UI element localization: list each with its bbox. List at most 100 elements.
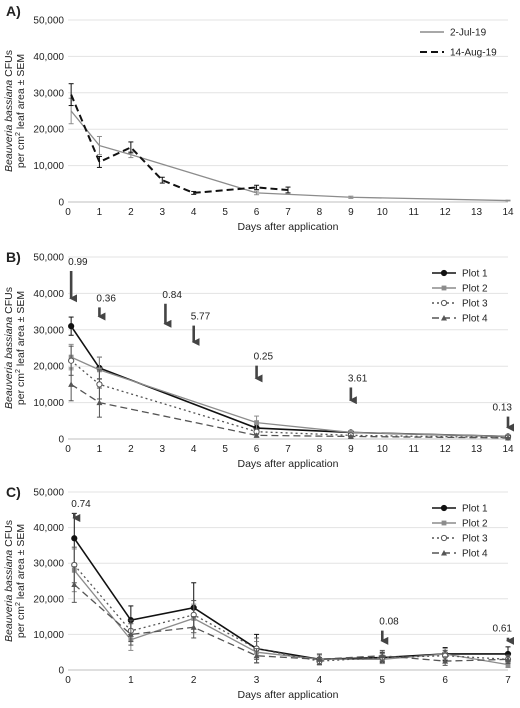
y-label-per: per cm (15, 373, 27, 405)
annotation-arrow: 0.36 (96, 293, 116, 321)
data-point (347, 433, 354, 439)
y-label-superscript: 2 (15, 132, 22, 136)
data-point (127, 631, 134, 637)
x-tick-label: 12 (440, 207, 452, 218)
y-label-superscript: 2 (15, 602, 22, 606)
y-tick-label: 40,000 (33, 523, 64, 534)
y-label-organism: Beauveria bassiana (3, 80, 15, 172)
x-tick-label: 5 (380, 675, 386, 686)
x-tick-label: 9 (348, 444, 354, 455)
x-tick-label: 0 (65, 675, 71, 686)
panel-label: A) (6, 3, 21, 19)
annotation-arrow: 0.13 (493, 403, 514, 432)
x-tick-label: 13 (471, 207, 483, 218)
annotation-label: 0.36 (96, 293, 116, 304)
data-point (96, 399, 103, 406)
x-tick-label: 1 (128, 675, 134, 686)
x-tick-label: 6 (254, 444, 260, 455)
annotation-label: 0.61 (493, 624, 513, 635)
legend-label: Plot 2 (462, 519, 488, 530)
x-tick-label: 12 (440, 444, 452, 455)
series-line (70, 94, 289, 194)
series-plot-3 (71, 546, 512, 666)
y-label-organism: Beauveria bassiana (3, 550, 15, 642)
data-point (505, 434, 511, 441)
x-tick-label: 7 (505, 675, 511, 686)
data-point (442, 658, 449, 664)
series-plot-2 (71, 548, 511, 669)
y-label-unit: CFUs (3, 520, 15, 550)
y-label-unit: CFUs (3, 287, 15, 317)
legend-marker (441, 550, 447, 556)
annotation-arrow: 0.61 (493, 624, 514, 645)
y-label-rest: leaf area ± SEM (15, 54, 27, 132)
x-tick-label: 1 (97, 444, 103, 455)
legend-marker (440, 534, 448, 542)
y-tick-label: 10,000 (33, 398, 64, 409)
x-tick-label: 0 (65, 444, 71, 455)
x-tick-label: 4 (317, 675, 323, 686)
x-tick-label: 8 (317, 207, 323, 218)
annotation-arrow: 0.99 (68, 257, 88, 303)
legend-label: Plot 4 (462, 549, 488, 560)
x-axis-label: Days after application (238, 689, 339, 701)
y-axis-label-line1: Beauveria bassiana CFUs (3, 520, 15, 642)
annotation-arrow: 0.25 (254, 352, 273, 383)
x-tick-label: 6 (442, 675, 448, 686)
x-tick-label: 7 (285, 444, 291, 455)
x-tick-label: 11 (409, 207, 420, 218)
y-label-rest: leaf area ± SEM (15, 524, 27, 602)
x-tick-label: 3 (160, 444, 166, 455)
data-point (254, 420, 259, 426)
legend-marker (441, 285, 447, 291)
annotation-label: 3.61 (348, 373, 368, 384)
x-tick-label: 3 (254, 675, 260, 686)
y-tick-label: 30,000 (33, 559, 64, 570)
x-tick-label: 1 (97, 207, 103, 218)
annotation-label: 0.84 (162, 290, 182, 301)
y-tick-label: 10,000 (33, 161, 64, 172)
y-label-per: per cm (15, 136, 27, 168)
y-tick-label: 50,000 (33, 16, 64, 27)
y-axis-label-line1: Beauveria bassiana CFUs (3, 287, 15, 409)
series-plot-4 (71, 566, 511, 666)
legend-marker (440, 504, 448, 512)
legend-label: 2-Jul-19 (450, 28, 487, 39)
data-point (68, 381, 75, 387)
data-point (505, 656, 511, 662)
y-tick-label: 0 (58, 666, 64, 677)
x-tick-label: 4 (191, 444, 197, 455)
data-point (505, 662, 511, 668)
x-tick-label: 2 (128, 207, 134, 218)
y-tick-label: 0 (58, 198, 64, 209)
y-tick-label: 20,000 (33, 362, 64, 373)
series-line (73, 584, 509, 662)
y-tick-label: 30,000 (33, 88, 64, 99)
annotation-label: 0.99 (68, 257, 88, 268)
x-tick-label: 14 (502, 207, 514, 218)
x-axis-label: Days after application (238, 458, 339, 470)
y-tick-label: 0 (58, 435, 64, 446)
legend-marker (441, 520, 447, 526)
x-tick-label: 4 (191, 207, 197, 218)
x-tick-label: 2 (128, 444, 134, 455)
series-line (70, 325, 509, 438)
panel-label: B) (6, 249, 21, 265)
legend-label: Plot 1 (462, 504, 488, 515)
annotation-label: 0.08 (379, 617, 399, 628)
legend-marker (440, 299, 448, 307)
legend-marker (440, 269, 448, 277)
y-axis-label-line1: Beauveria bassiana CFUs (3, 50, 15, 172)
y-axis-label-line2: per cm2 leaf area ± SEM (15, 524, 27, 638)
legend: Plot 1 Plot 2 Plot 3 Plot 4 (432, 269, 488, 325)
data-point (71, 535, 78, 542)
x-axis-label: Days after application (238, 221, 339, 233)
annotation-label: 5.77 (191, 312, 211, 323)
y-tick-label: 50,000 (33, 488, 64, 499)
data-point (71, 581, 78, 588)
data-point (68, 357, 75, 364)
x-tick-label: 10 (377, 444, 389, 455)
x-tick-label: 2 (191, 675, 197, 686)
y-label-organism: Beauveria bassiana (3, 317, 15, 409)
